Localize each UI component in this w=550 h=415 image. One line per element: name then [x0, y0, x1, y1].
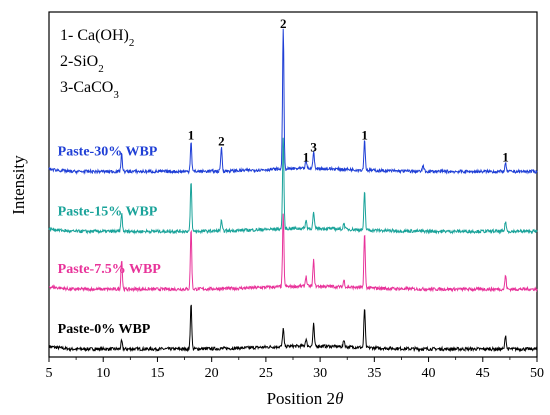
peak-annotation-5: 1	[361, 128, 368, 143]
x-tick-label: 50	[530, 366, 544, 381]
x-tick-label: 10	[96, 366, 110, 381]
x-tick-label: 5	[46, 366, 53, 381]
x-tick-label: 20	[205, 366, 219, 381]
series-line-3	[48, 28, 538, 176]
series-label-0: Paste-0% WBP	[58, 322, 151, 337]
x-tick-label: 30	[313, 366, 327, 381]
peak-annotation-0: 1	[188, 128, 195, 143]
plot-frame	[48, 11, 538, 358]
x-tick-label: 40	[422, 366, 436, 381]
series-group	[48, 28, 538, 353]
series-labels: Paste-0% WBP Paste-7.5% WBP Paste-15% WBP P…	[58, 145, 162, 337]
x-tick-label: 25	[259, 366, 273, 381]
plot-area-border	[48, 11, 538, 358]
x-axis-ticks: 5 10 15 20 25 30 35 40 45 50	[46, 357, 544, 381]
phase-legend-item-2: 2-SiO2	[60, 53, 104, 75]
x-tick-label: 45	[476, 366, 490, 381]
x-axis-theta-symbol: θ	[335, 389, 343, 408]
series-line-2	[48, 137, 538, 235]
peak-annotation-3: 1	[303, 150, 310, 165]
x-axis-title: Position 2θ	[267, 389, 344, 408]
phase-legend: 1- Ca(OH)2 2-SiO2 3-CaCO3	[60, 27, 134, 101]
series-label-1: Paste-7.5% WBP	[58, 262, 162, 277]
y-axis-title: Intensity	[9, 155, 28, 215]
series-label-2: Paste-15% WBP	[58, 204, 158, 219]
peak-annotation-1: 2	[218, 134, 225, 149]
x-tick-label: 35	[367, 366, 381, 381]
x-tick-label: 15	[150, 366, 164, 381]
series-line-0	[48, 304, 538, 353]
series-label-3: Paste-30% WBP	[58, 145, 158, 160]
x-axis-title-text: Position 2	[267, 389, 336, 408]
phase-legend-item-1: 1- Ca(OH)2	[60, 27, 134, 49]
peak-annotation-6: 1	[502, 150, 509, 165]
series-line-1	[49, 213, 538, 293]
phase-legend-item-3: 3-CaCO3	[60, 79, 119, 101]
peak-annotation-2: 2	[280, 16, 287, 31]
peak-annotation-4: 3	[310, 140, 317, 155]
